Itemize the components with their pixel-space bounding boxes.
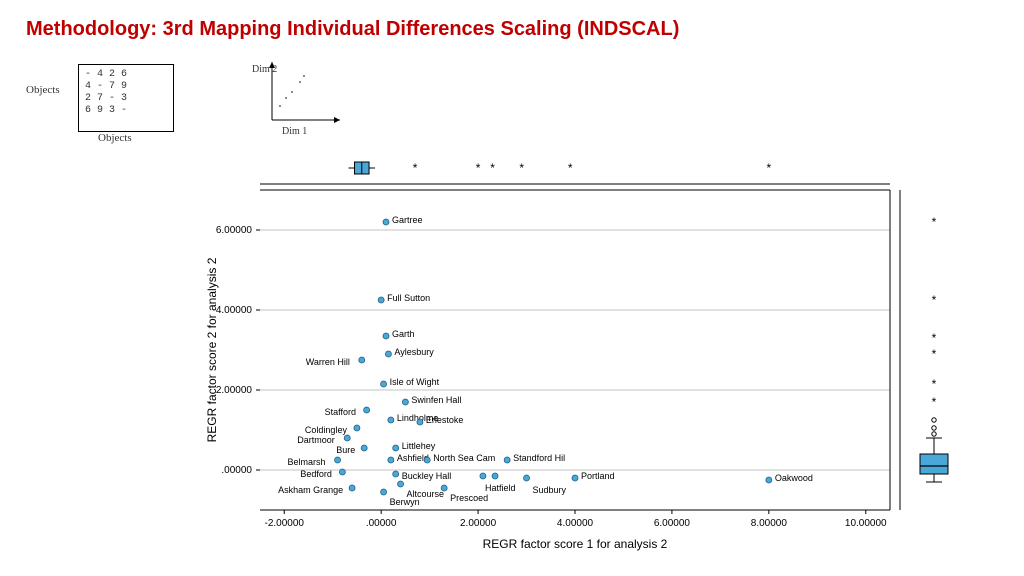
svg-text:*: * [413,161,418,175]
objects-matrix: - 4 2 64 - 7 92 7 - 36 9 3 - [78,64,174,132]
svg-text:2.00000: 2.00000 [216,385,253,396]
objects-label-bottom: Objects [98,132,132,144]
svg-text:*: * [519,161,524,175]
svg-text:Hatfield: Hatfield [485,483,516,493]
svg-text:*: * [476,161,481,175]
svg-text:.00000: .00000 [221,465,252,476]
svg-text:Berwyn: Berwyn [390,497,420,507]
svg-text:*: * [932,293,937,307]
svg-text:Bure: Bure [336,445,355,455]
svg-text:Full Sutton: Full Sutton [387,293,430,303]
svg-text:Dim 1: Dim 1 [282,126,307,137]
svg-text:2.00000: 2.00000 [460,518,497,529]
svg-text:North Sea Cam: North Sea Cam [433,453,495,463]
page-title: Methodology: 3rd Mapping Individual Diff… [26,18,679,41]
svg-text:Buckley Hall: Buckley Hall [402,471,452,481]
svg-text:REGR factor score 1 for anal: REGR factor score 1 for analysis 2 [483,537,668,551]
svg-text:Belmarsh: Belmarsh [288,457,326,467]
svg-text:*: * [932,347,937,361]
svg-text:8.00000: 8.00000 [751,518,788,529]
svg-text:Oakwood: Oakwood [775,473,813,483]
svg-text:*: * [932,377,937,391]
svg-text:Standford Hil: Standford Hil [513,453,565,463]
svg-text:*: * [932,331,937,345]
svg-text:Garth: Garth [392,329,415,339]
svg-text:Aylesbury: Aylesbury [394,347,434,357]
svg-text:Gartree: Gartree [392,215,423,225]
svg-text:6.00000: 6.00000 [654,518,691,529]
svg-text:Stafford: Stafford [325,407,356,417]
svg-text:4.00000: 4.00000 [216,305,253,316]
svg-text:*: * [490,161,495,175]
svg-text:Ashfield: Ashfield [397,453,429,463]
svg-text:Prescoed: Prescoed [450,493,488,503]
objects-label-left: Objects [26,84,60,96]
svg-text:*: * [568,161,573,175]
svg-text:REGR factor score 2 for anal: REGR factor score 2 for analysis 2 [205,257,219,442]
svg-text:Dim 2: Dim 2 [252,64,277,75]
svg-text:*: * [932,395,937,409]
svg-text:Askham Grange: Askham Grange [278,485,343,495]
svg-text:*: * [767,161,772,175]
svg-text:Isle of Wight: Isle of Wight [390,377,440,387]
svg-text:Bedford: Bedford [300,469,332,479]
svg-text:*: * [932,215,937,229]
svg-text:Coldingley: Coldingley [305,425,348,435]
svg-text:Dartmoor: Dartmoor [297,435,335,445]
mini-dim-axes: Dim 2 Dim 1 [252,62,352,136]
svg-text:-2.00000: -2.00000 [264,518,304,529]
svg-text:Littlehey: Littlehey [402,441,436,451]
svg-text:Erlestoke: Erlestoke [426,415,464,425]
svg-text:4.00000: 4.00000 [557,518,594,529]
svg-text:.00000: .00000 [366,518,397,529]
svg-text:Warren Hill: Warren Hill [306,357,350,367]
svg-text:Swinfen Hall: Swinfen Hall [411,395,461,405]
svg-text:10.00000: 10.00000 [845,518,887,529]
svg-text:6.00000: 6.00000 [216,225,253,236]
svg-text:Portland: Portland [581,471,615,481]
svg-text:Sudbury: Sudbury [533,485,567,495]
scatter-plot: .00000 2.00000 4.00000 6.00000 -2.00000 .0000… [200,150,1020,570]
